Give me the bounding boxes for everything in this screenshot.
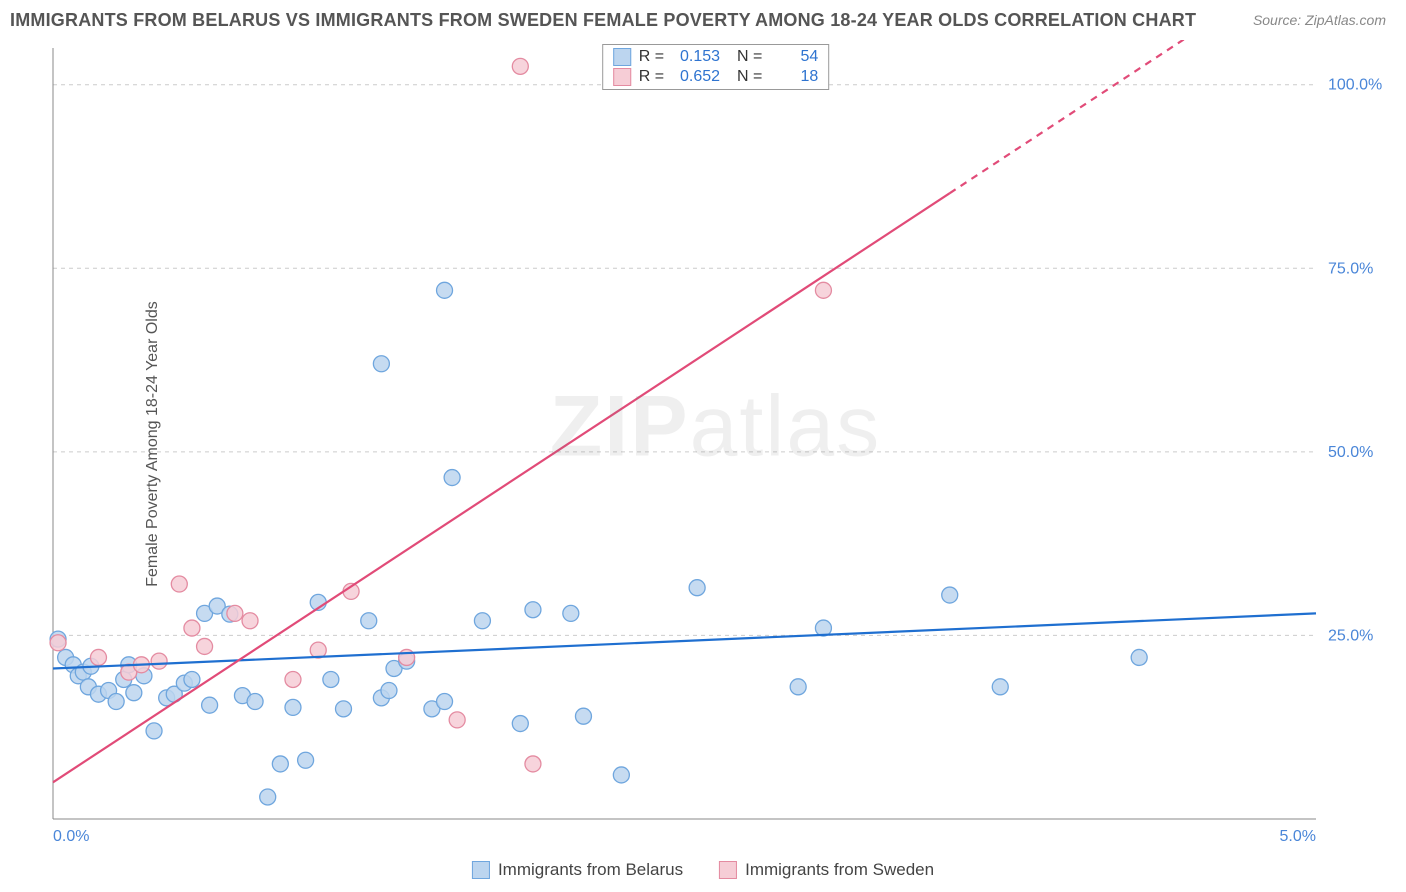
data-point	[942, 587, 958, 603]
y-tick-label: 25.0%	[1328, 627, 1373, 644]
y-tick-label: 100.0%	[1328, 77, 1382, 94]
header: IMMIGRANTS FROM BELARUS VS IMMIGRANTS FR…	[10, 10, 1396, 42]
data-point	[242, 613, 258, 629]
data-point	[285, 671, 301, 687]
legend-swatch	[719, 861, 737, 879]
data-point	[285, 699, 301, 715]
legend-label: Immigrants from Belarus	[498, 860, 683, 880]
stat-N-label: N =	[728, 48, 762, 66]
stat-R-label: R =	[639, 68, 664, 86]
trend-line	[53, 193, 950, 782]
data-point	[373, 356, 389, 372]
stat-R-label: R =	[639, 48, 664, 66]
data-point	[260, 789, 276, 805]
data-point	[815, 282, 831, 298]
stat-R-value: 0.153	[672, 48, 720, 66]
data-point	[474, 613, 490, 629]
data-point	[563, 605, 579, 621]
data-point	[335, 701, 351, 717]
data-point	[184, 671, 200, 687]
stat-N-value: 54	[770, 48, 818, 66]
data-point	[512, 716, 528, 732]
data-point	[184, 620, 200, 636]
data-point	[151, 653, 167, 669]
legend-item: Immigrants from Belarus	[472, 860, 683, 880]
x-tick-label: 5.0%	[1280, 828, 1316, 845]
legend-swatch	[472, 861, 490, 879]
data-point	[108, 694, 124, 710]
data-point	[272, 756, 288, 772]
stat-R-value: 0.652	[672, 68, 720, 86]
x-tick-label: 0.0%	[53, 828, 89, 845]
data-point	[437, 282, 453, 298]
trend-line-dashed	[950, 40, 1316, 193]
data-point	[992, 679, 1008, 695]
data-point	[90, 649, 106, 665]
source-label: Source: ZipAtlas.com	[1253, 12, 1386, 28]
data-point	[202, 697, 218, 713]
y-axis-label: Female Poverty Among 18-24 Year Olds	[144, 301, 162, 587]
legend-label: Immigrants from Sweden	[745, 860, 934, 880]
data-point	[227, 605, 243, 621]
data-point	[525, 756, 541, 772]
data-point	[298, 752, 314, 768]
data-point	[444, 470, 460, 486]
data-point	[361, 613, 377, 629]
bottom-legend: Immigrants from Belarus Immigrants from S…	[472, 860, 934, 880]
data-point	[50, 635, 66, 651]
plot-area: Female Poverty Among 18-24 Year Olds ZIP…	[45, 40, 1386, 847]
data-point	[381, 683, 397, 699]
data-point	[146, 723, 162, 739]
legend-item: Immigrants from Sweden	[719, 860, 934, 880]
data-point	[525, 602, 541, 618]
chart-title: IMMIGRANTS FROM BELARUS VS IMMIGRANTS FR…	[10, 10, 1196, 31]
data-point	[790, 679, 806, 695]
scatter-plot-svg: 25.0% 50.0% 75.0% 100.0% 0.0% 5.0%	[45, 40, 1386, 847]
data-point	[323, 671, 339, 687]
data-point	[575, 708, 591, 724]
data-point	[171, 576, 187, 592]
data-point	[126, 685, 142, 701]
y-tick-label: 50.0%	[1328, 444, 1373, 461]
series-swatch	[613, 68, 631, 86]
y-tick-label: 75.0%	[1328, 260, 1373, 277]
data-point	[1131, 649, 1147, 665]
data-point	[689, 580, 705, 596]
data-point	[449, 712, 465, 728]
series-swatch	[613, 48, 631, 66]
stat-N-value: 18	[770, 68, 818, 86]
stats-legend-box: R = 0.153 N = 54 R = 0.652 N = 18	[602, 44, 830, 90]
data-point	[613, 767, 629, 783]
data-point	[437, 694, 453, 710]
stats-row: R = 0.153 N = 54	[609, 47, 823, 67]
data-point	[512, 58, 528, 74]
data-point	[247, 694, 263, 710]
stat-N-label: N =	[728, 68, 762, 86]
stats-row: R = 0.652 N = 18	[609, 67, 823, 87]
data-point	[197, 638, 213, 654]
